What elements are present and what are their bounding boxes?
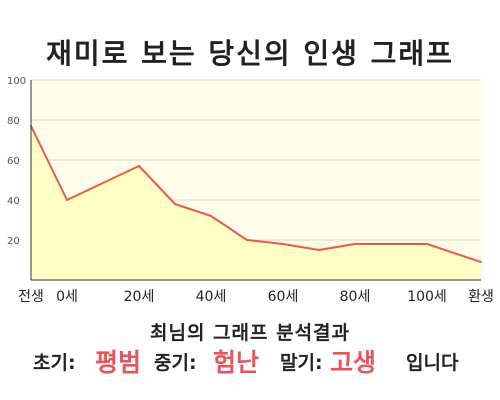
middle-label: 중기:	[154, 352, 197, 374]
ending-text: 입니다	[406, 352, 459, 374]
late-label: 말기:	[280, 352, 323, 374]
x-tick-label: 환생	[468, 289, 494, 305]
data-point	[138, 165, 140, 167]
data-point	[174, 203, 176, 205]
data-point	[66, 199, 68, 201]
x-tick-label: 100세	[407, 289, 447, 305]
y-tick-label: 80	[7, 116, 20, 127]
y-tick-label: 100	[7, 76, 26, 87]
page-title: 재미로 보는 당신의 인생 그래프	[46, 37, 454, 70]
middle-value: 험난	[213, 348, 260, 377]
x-tick-label: 60세	[268, 289, 299, 305]
x-tick-label: 전생	[18, 289, 44, 305]
data-point	[210, 215, 212, 217]
data-point	[480, 261, 482, 263]
y-tick-label: 20	[7, 236, 20, 247]
analysis-result: 초기: 평범 중기: 험난 말기: 고생 입니다	[0, 344, 500, 384]
life-line-series	[30, 125, 482, 263]
x-tick-label: 20세	[124, 289, 155, 305]
data-point	[426, 243, 428, 245]
x-tick-label: 80세	[340, 289, 371, 305]
data-point	[282, 243, 284, 245]
area-fill	[31, 126, 481, 280]
y-tick-label: 60	[7, 156, 20, 167]
late-value: 고생	[330, 348, 377, 377]
y-tick-label: 40	[7, 196, 20, 207]
data-point	[390, 243, 392, 245]
x-tick-label: 40세	[196, 289, 227, 305]
data-point	[246, 239, 248, 241]
analysis-title: 최님의 그래프 분석결과	[149, 322, 351, 344]
early-value: 평범	[95, 348, 142, 377]
data-point	[318, 249, 320, 251]
x-tick-label: 0세	[56, 289, 78, 305]
data-point	[354, 243, 356, 245]
early-label: 초기:	[33, 352, 76, 374]
